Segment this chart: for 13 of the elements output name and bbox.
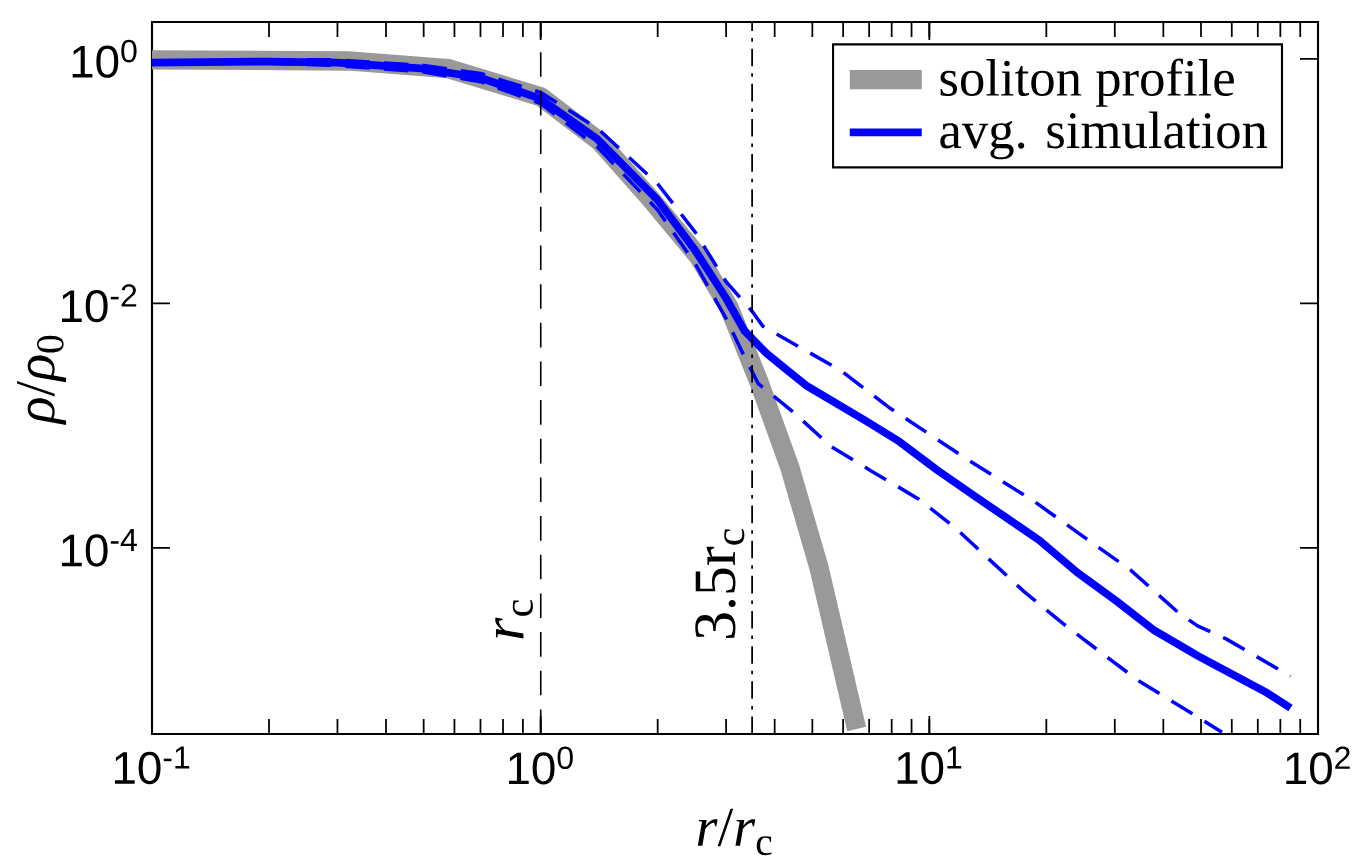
x-tick-label: 10$^{1}$: [897, 746, 962, 785]
x-axis-title: r/r$_{c}$: [697, 808, 772, 856]
y-tick-label: 10$^{-2}$: [62, 284, 137, 323]
y-tick-label: 10$^{0}$: [72, 39, 137, 78]
legend-label: avg. simulation: [940, 111, 1268, 160]
x-tick-label: 10$^{0}$: [508, 746, 573, 785]
x-tick-label: 10$^{-1}$: [114, 746, 190, 785]
ref-line-label: 3.5r$_{c}$: [695, 528, 745, 638]
ref-line-label: r$_{c}$: [495, 600, 533, 639]
x-tick-label: 10$^{2}$: [1286, 746, 1350, 785]
y-axis-title: ρ/ρ$_{0}$: [17, 335, 67, 425]
legend-label: soliton profile: [940, 58, 1234, 107]
y-tick-label: 10$^{-4}$: [62, 528, 137, 567]
